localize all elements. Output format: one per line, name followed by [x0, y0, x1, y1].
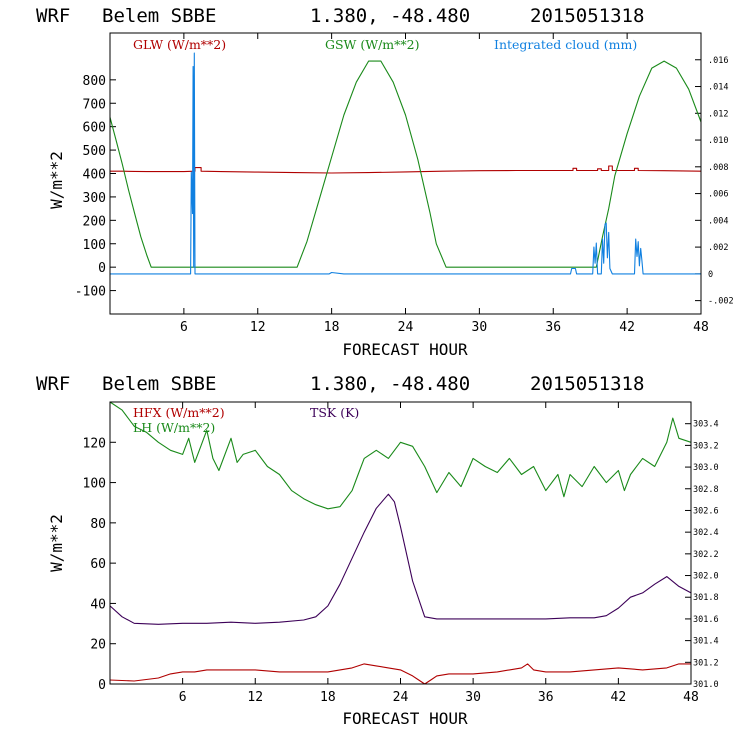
y-tick-label: 600	[83, 121, 106, 136]
series-line-glw	[110, 165, 702, 174]
y-tick-label: 500	[83, 144, 106, 159]
plot-frame	[109, 32, 702, 315]
y2-tick-label: 302.6	[693, 506, 719, 516]
x-tick-label: 6	[180, 320, 188, 335]
legend-tsk: TSK (K)	[310, 405, 359, 420]
header-init: 2015051318	[530, 5, 644, 27]
tick-layer: 6 12 18 24 30 36 42 48 0 20 40 60 80 100 120 303.4 303.2…	[83, 402, 719, 705]
y2-tick-label: .004	[708, 216, 728, 226]
x-tick-label: 24	[398, 320, 414, 335]
x-tick-label: 12	[247, 690, 263, 705]
y2-tick-label: 301.4	[693, 637, 719, 647]
x-axis-label: FORECAST HOUR	[342, 340, 468, 359]
x-tick-label: 18	[320, 690, 336, 705]
y-tick-label: 0	[98, 261, 106, 276]
plot-frame	[109, 401, 692, 685]
y-tick-label: 300	[83, 191, 106, 206]
series-layer	[109, 52, 702, 275]
x-tick-label: 6	[179, 690, 187, 705]
legend-glw: GLW (W/m**2)	[133, 37, 226, 52]
y2-tick-label: 303.2	[693, 441, 719, 451]
x-axis-label: FORECAST HOUR	[342, 709, 468, 728]
y-tick-label: -100	[75, 285, 106, 300]
x-tick-label: 48	[693, 320, 709, 335]
header-init: 2015051318	[530, 373, 644, 395]
y-tick-label: 80	[90, 517, 106, 532]
y2-tick-label: 301.0	[693, 680, 719, 690]
x-tick-label: 36	[538, 690, 554, 705]
x-tick-label: 48	[683, 690, 699, 705]
y2-tick-label: 0	[708, 270, 713, 280]
series-line-gsw	[109, 60, 702, 268]
series-line-integrated	[110, 52, 701, 275]
y2-tick-label: 302.8	[693, 485, 719, 495]
series-line-lh	[109, 401, 692, 510]
legend-gsw: GSW (W/m**2)	[325, 37, 420, 52]
x-tick-label: 18	[324, 320, 340, 335]
y-tick-label: 700	[83, 97, 106, 112]
y-tick-label: 800	[83, 74, 106, 89]
y-tick-label: 0	[98, 678, 106, 693]
x-tick-label: 30	[465, 690, 481, 705]
y2-tick-label: .016	[708, 56, 728, 66]
header-station: Belem SBBE	[102, 5, 216, 27]
y-axis-label: W/m**2	[47, 514, 66, 572]
y2-tick-label: 301.8	[693, 593, 719, 603]
tick-layer: 6 12 18 24 30 36 42 48 -100 0 100 200 300 400 500 600 70…	[75, 33, 734, 335]
series-line-tsk	[109, 493, 692, 625]
legend-lh: LH (W/m**2)	[133, 420, 215, 435]
y2-tick-label: .006	[708, 190, 728, 200]
y2-tick-label: 303.0	[693, 463, 719, 473]
y2-tick-label: 301.2	[693, 658, 719, 668]
legend-hfx: HFX (W/m**2)	[133, 405, 225, 420]
y2-tick-label: -.002	[708, 297, 734, 307]
y-tick-label: 200	[83, 214, 106, 229]
panel-radiation: WRF Belem SBBE 1.380, -48.480 2015051318…	[36, 5, 734, 359]
header-model: WRF	[36, 373, 70, 395]
panel-heat-flux: WRF Belem SBBE 1.380, -48.480 2015051318…	[36, 373, 719, 728]
y2-tick-label: .008	[708, 163, 728, 173]
header-station: Belem SBBE	[102, 373, 216, 395]
y2-tick-label: .014	[708, 83, 728, 93]
x-tick-label: 12	[250, 320, 266, 335]
y-tick-label: 60	[90, 557, 106, 572]
y-tick-label: 40	[90, 597, 106, 612]
y-tick-label: 120	[83, 436, 106, 451]
y2-tick-label: 302.4	[693, 528, 719, 538]
y2-tick-label: .010	[708, 136, 728, 146]
y2-tick-label: 302.0	[693, 572, 719, 582]
x-tick-label: 24	[393, 690, 409, 705]
y-tick-label: 20	[90, 638, 106, 653]
header-coords: 1.380, -48.480	[310, 373, 470, 395]
header-coords: 1.380, -48.480	[310, 5, 470, 27]
series-layer	[109, 401, 692, 685]
x-tick-label: 30	[472, 320, 488, 335]
y2-tick-label: .002	[708, 243, 728, 253]
y-tick-label: 100	[83, 477, 106, 492]
y2-tick-label: .012	[708, 109, 728, 119]
header-model: WRF	[36, 5, 70, 27]
legend-cloud: Integrated cloud (mm)	[494, 37, 637, 52]
y-tick-label: 400	[83, 168, 106, 183]
series-line-hfx	[109, 663, 691, 685]
y2-tick-label: 302.2	[693, 550, 719, 560]
y2-tick-label: 301.6	[693, 615, 719, 625]
y-tick-label: 100	[83, 238, 106, 253]
x-tick-label: 42	[619, 320, 635, 335]
y-axis-label: W/m**2	[47, 151, 66, 209]
x-tick-label: 42	[611, 690, 627, 705]
x-tick-label: 36	[545, 320, 561, 335]
y2-tick-label: 303.4	[693, 420, 719, 430]
